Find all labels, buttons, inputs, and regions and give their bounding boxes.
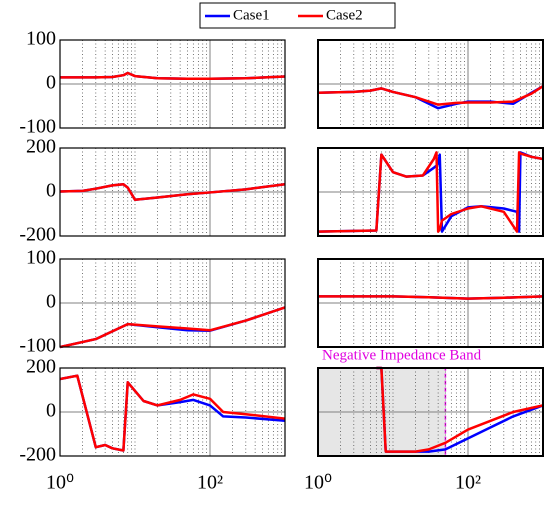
x-tick-label: 10² [197, 472, 223, 494]
y-tick-label: 100 [26, 28, 56, 50]
y-tick-label: 0 [46, 400, 56, 422]
x-tick-label: 10² [455, 472, 481, 494]
plot-frame [59, 39, 286, 129]
annotation: Negative Impedance Band [322, 347, 482, 363]
series-line [318, 295, 543, 300]
y-tick-label: 0 [46, 291, 56, 313]
y-tick-label: 0 [46, 180, 56, 202]
plot-frame [59, 147, 286, 237]
y-tick-label: 0 [46, 72, 56, 94]
plot-frame [317, 39, 544, 129]
plot-frame [317, 258, 544, 348]
y-tick-label: -100 [19, 116, 56, 138]
series-line [60, 183, 285, 201]
plot-frame [317, 147, 544, 237]
y-tick-label: 200 [26, 136, 56, 158]
y-tick-label: -200 [19, 444, 56, 466]
series-line [60, 374, 285, 452]
legend-label: Case2 [326, 7, 363, 23]
series-line [376, 366, 543, 453]
series-line [60, 306, 285, 349]
series-line [318, 85, 543, 106]
legend-label: Case1 [233, 7, 270, 23]
y-tick-label: 200 [26, 356, 56, 378]
y-tick-label: 100 [26, 247, 56, 269]
y-tick-label: -200 [19, 224, 56, 246]
x-tick-label: 10⁰ [304, 472, 332, 494]
plot-frame [59, 258, 286, 348]
series-line [60, 71, 285, 80]
x-tick-label: 10⁰ [46, 472, 74, 494]
y-tick-label: -100 [19, 335, 56, 357]
plot-frame [317, 367, 544, 457]
plot-frame [59, 367, 286, 457]
legend-box [199, 2, 396, 29]
series-line [318, 151, 543, 233]
